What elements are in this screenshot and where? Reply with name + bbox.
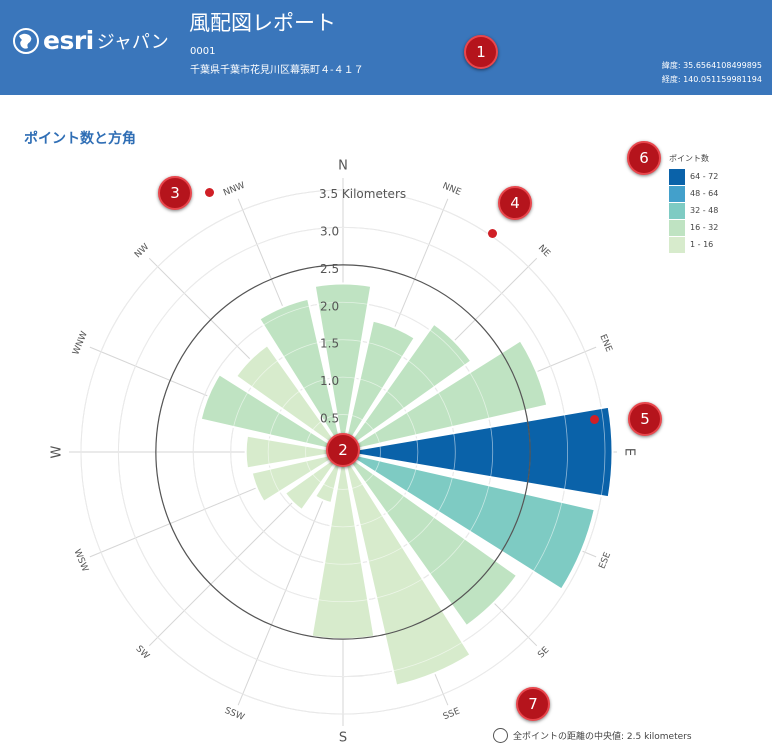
rose-bar-nnw xyxy=(257,297,344,453)
grid-ring-overlay xyxy=(267,376,419,528)
rose-bar-ese xyxy=(342,451,596,591)
grid-ring-overlay xyxy=(118,227,568,677)
direction-label-s: S xyxy=(339,731,347,746)
legend-swatch xyxy=(669,202,685,219)
radial-tick-label: 3.0 xyxy=(320,224,339,238)
direction-label-e: E xyxy=(622,448,637,456)
median-note: 全ポイントの距離の中央値: 2.5 kilometers xyxy=(493,728,692,743)
direction-label-ene: ENE xyxy=(597,333,613,354)
rose-bars xyxy=(199,282,614,687)
direction-label-ssw: SSW xyxy=(223,706,246,723)
legend-item: 32 - 48 xyxy=(669,202,718,219)
legend-item: 64 - 72 xyxy=(669,168,718,185)
annotation-marker-5: 5 xyxy=(628,402,662,436)
legend-label: 1 - 16 xyxy=(690,240,714,249)
legend-swatch xyxy=(669,168,685,185)
legend-swatch xyxy=(669,219,685,236)
legend-item: 48 - 64 xyxy=(669,185,718,202)
radial-tick-label: 2.0 xyxy=(320,299,339,313)
site-id: 0001 xyxy=(190,46,216,57)
rose-bar-wnw xyxy=(199,372,344,453)
median-note-text: 全ポイントの距離の中央値: 2.5 kilometers xyxy=(513,732,692,742)
legend-swatch xyxy=(669,236,685,253)
report-header: esri ジャパン 風配図レポート 0001 千葉県千葉市花見川区幕張町４-４１… xyxy=(0,0,772,95)
annotation-marker-6: 6 xyxy=(627,141,661,175)
rose-bar-ene xyxy=(342,339,549,453)
legend-label: 64 - 72 xyxy=(690,172,719,181)
annotation-marker-1: 1 xyxy=(464,35,498,69)
section-title: ポイント数と方角 xyxy=(24,131,136,147)
logo-subtext: ジャパン xyxy=(96,31,169,53)
direction-label-n: N xyxy=(338,159,348,174)
legend-label: 32 - 48 xyxy=(690,206,719,215)
grid-ring-overlay xyxy=(305,414,381,490)
rose-bar-w xyxy=(244,434,344,470)
direction-label-sse: SSE xyxy=(442,706,462,722)
rose-bar-n xyxy=(313,282,373,453)
annotation-pin-5 xyxy=(590,415,599,424)
coordinates: 緯度: 35.6564108499895 経度: 140.05115998119… xyxy=(662,59,762,87)
rose-bar-e xyxy=(342,405,614,499)
legend-swatch xyxy=(669,185,685,202)
rose-bar-se xyxy=(342,451,519,628)
esri-logo: esri ジャパン xyxy=(12,26,169,55)
direction-label-ese: ESE xyxy=(597,551,613,571)
logo-text: esri xyxy=(43,26,94,55)
grid-ring-overlay xyxy=(80,189,606,715)
rose-bar-wsw xyxy=(250,451,344,504)
annotation-marker-4: 4 xyxy=(498,186,532,220)
site-address: 千葉県千葉市花見川区幕張町４-４１７ xyxy=(190,65,364,76)
grid-ring-overlay xyxy=(192,301,494,603)
legend-label: 48 - 64 xyxy=(690,189,719,198)
latitude-label: 緯度: 35.6564108499895 xyxy=(661,61,762,70)
annotation-marker-3: 3 xyxy=(158,176,192,210)
rose-bar-sse xyxy=(342,451,472,687)
grid-ring-overlay xyxy=(230,339,456,565)
direction-label-se: SE xyxy=(536,645,551,660)
rose-bar-ne xyxy=(342,322,473,453)
direction-label-w: W xyxy=(50,445,65,458)
annotation-marker-7: 7 xyxy=(516,687,550,721)
legend-item: 1 - 16 xyxy=(669,236,718,253)
median-circle-icon xyxy=(493,728,508,743)
direction-label-sw: SW xyxy=(133,644,150,661)
globe-icon xyxy=(13,27,39,54)
direction-label-nnw: NNW xyxy=(222,181,247,199)
longitude-label: 経度: 140.051159981194 xyxy=(661,75,762,84)
legend-title: ポイント数 xyxy=(669,154,709,163)
annotation-marker-2: 2 xyxy=(326,433,360,467)
legend-item: 16 - 32 xyxy=(669,219,718,236)
direction-label-wsw: WSW xyxy=(71,548,89,574)
report-title: 風配図レポート xyxy=(189,11,336,35)
radial-tick-label: 3.5 Kilometers xyxy=(319,187,406,201)
legend-label: 16 - 32 xyxy=(690,223,719,232)
radial-tick-label: 0.5 xyxy=(320,412,339,426)
direction-label-nw: NW xyxy=(133,242,151,260)
direction-label-nne: NNE xyxy=(441,181,463,198)
annotation-pin-4 xyxy=(488,229,497,238)
direction-label-wnw: WNW xyxy=(71,330,90,357)
direction-label-ne: NE xyxy=(536,243,552,259)
legend: ポイント数 64 - 72 48 - 64 32 - 48 16 - 32 1 … xyxy=(669,153,718,253)
annotation-pin-3 xyxy=(205,188,214,197)
median-distance-circle xyxy=(155,264,531,640)
radial-tick-label: 2.5 xyxy=(320,262,339,276)
radial-tick-label: 1.5 xyxy=(320,337,339,351)
rose-bar-sw xyxy=(283,451,344,512)
radial-tick-label: 1.0 xyxy=(320,374,339,388)
